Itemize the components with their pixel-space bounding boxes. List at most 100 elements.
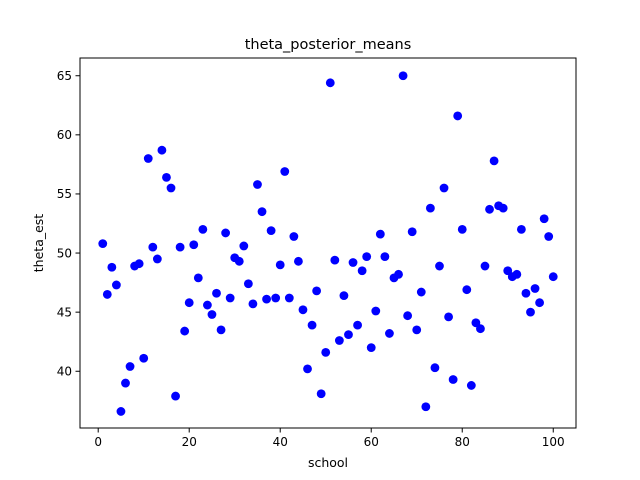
data-point-73 (425, 203, 435, 213)
data-point-7 (125, 362, 135, 371)
data-point-57 (353, 320, 362, 330)
x-tick-label: 20 (182, 435, 197, 449)
data-point-40 (275, 260, 285, 270)
data-point-100 (548, 272, 558, 282)
x-tick-label: 60 (364, 435, 379, 449)
chart-title: theta_posterior_means (245, 37, 412, 53)
data-point-77 (444, 312, 453, 322)
data-point-74 (430, 363, 440, 373)
data-point-50 (321, 347, 331, 357)
data-point-17 (171, 391, 180, 401)
x-tick-label: 40 (273, 435, 288, 449)
data-point-25 (207, 310, 217, 319)
y-tick-label: 60 (57, 128, 72, 142)
data-point-10 (139, 353, 149, 363)
data-point-36 (257, 207, 267, 217)
data-point-67 (398, 71, 408, 81)
data-point-43 (289, 232, 299, 241)
data-point-59 (362, 252, 372, 261)
data-point-92 (512, 269, 522, 279)
data-point-22 (193, 273, 203, 283)
data-point-61 (371, 306, 381, 316)
y-tick-label: 65 (57, 69, 72, 83)
data-point-80 (457, 225, 467, 234)
data-point-15 (162, 172, 171, 182)
data-point-96 (530, 284, 540, 293)
data-point-79 (453, 111, 463, 121)
data-point-72 (421, 402, 431, 412)
data-point-4 (112, 280, 121, 290)
data-point-31 (234, 256, 244, 266)
data-point-76 (439, 183, 449, 193)
data-point-53 (334, 336, 344, 345)
data-point-29 (225, 293, 235, 303)
data-point-27 (216, 325, 226, 335)
data-point-58 (357, 266, 367, 276)
data-point-63 (380, 252, 390, 261)
data-point-35 (253, 180, 262, 189)
data-point-13 (152, 254, 162, 264)
data-point-33 (243, 279, 253, 289)
data-point-28 (221, 228, 231, 238)
data-point-45 (298, 305, 308, 315)
data-point-51 (325, 78, 335, 88)
data-point-37 (262, 294, 271, 304)
data-point-18 (175, 242, 185, 252)
data-point-9 (134, 259, 144, 269)
data-point-66 (394, 269, 403, 279)
x-tick-label: 80 (455, 435, 470, 449)
data-point-24 (203, 300, 212, 310)
data-point-1 (98, 239, 108, 248)
data-point-95 (526, 307, 535, 317)
data-point-98 (539, 214, 549, 224)
data-point-19 (180, 326, 190, 336)
data-point-23 (198, 225, 208, 234)
data-point-99 (544, 232, 554, 241)
data-point-46 (303, 364, 312, 374)
x-tick-label: 0 (94, 435, 102, 449)
data-point-48 (312, 286, 322, 296)
data-point-68 (403, 311, 413, 321)
data-point-78 (448, 375, 458, 384)
data-point-60 (366, 343, 376, 353)
data-point-11 (143, 154, 153, 163)
data-point-21 (189, 240, 199, 250)
data-point-5 (116, 407, 126, 416)
plot-frame (79, 57, 577, 429)
x-tick-label: 100 (542, 435, 565, 449)
data-point-81 (462, 285, 472, 295)
data-point-82 (466, 381, 476, 390)
data-point-32 (239, 241, 249, 251)
data-point-87 (489, 156, 499, 166)
data-point-93 (516, 225, 526, 234)
data-points (98, 71, 558, 416)
data-point-41 (280, 167, 290, 176)
y-axis-label: theta_est (31, 214, 46, 273)
plot-area (80, 58, 576, 428)
data-point-97 (535, 298, 544, 308)
data-point-55 (344, 330, 353, 340)
y-tick-label: 50 (57, 246, 72, 260)
data-point-14 (157, 145, 167, 155)
data-point-85 (480, 261, 490, 271)
data-point-3 (107, 262, 117, 272)
data-point-16 (166, 183, 176, 193)
data-point-56 (348, 258, 358, 267)
data-point-64 (385, 329, 394, 338)
data-point-89 (498, 203, 508, 213)
data-point-84 (476, 324, 485, 334)
data-point-39 (271, 293, 281, 303)
data-point-75 (435, 261, 444, 271)
y-axis-ticks: 40 45 50 55 60 65 (57, 69, 80, 379)
data-point-38 (266, 226, 276, 235)
data-point-12 (148, 242, 158, 252)
data-point-47 (307, 320, 317, 330)
y-tick-label: 55 (57, 187, 72, 201)
y-tick-label: 45 (57, 305, 72, 319)
data-point-44 (294, 256, 303, 266)
data-point-26 (212, 288, 221, 298)
data-point-34 (248, 299, 258, 309)
data-point-62 (375, 229, 385, 239)
x-axis-ticks: 0 20 40 60 80 100 (94, 428, 565, 449)
